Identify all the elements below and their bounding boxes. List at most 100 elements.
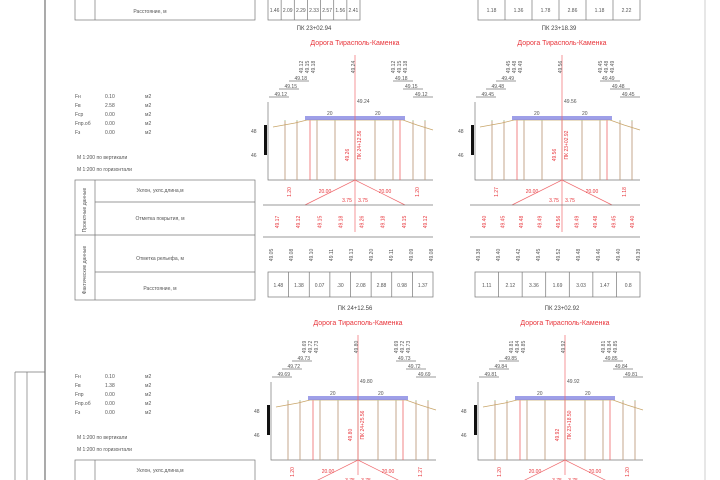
legend-symbol: Fн	[75, 94, 81, 100]
side-slope-right: 1.20	[625, 467, 631, 477]
distance-value: .30	[337, 283, 344, 289]
distance-value: 2.09	[283, 8, 293, 14]
width-left: 20.00	[322, 469, 335, 475]
legend-value: 0.10	[105, 94, 115, 100]
distance-value: 1.18	[595, 8, 605, 14]
half-width-right: 3.75	[565, 198, 575, 204]
side-slope-right: 1.27	[418, 467, 424, 477]
point-elevation-vertical: 49.15	[397, 61, 403, 74]
design-elevation: 49.49	[575, 216, 581, 229]
scale-tick-label: 48	[251, 129, 257, 135]
design-elevation: 49.18	[381, 216, 387, 229]
legend-symbol: Fср	[75, 112, 84, 118]
point-elevation-vertical: 49.56	[558, 61, 564, 74]
slope-diagram	[317, 459, 399, 480]
center-elevation-callout: 49.92	[567, 379, 580, 385]
point-elevation-vertical: 49.48	[512, 61, 518, 74]
horizontal-scale-label: М 1:200 по горизонтали	[77, 167, 132, 173]
scale-tick-label: 48	[458, 129, 464, 135]
design-elevation: 49.12	[423, 216, 429, 229]
point-elevation-vertical: 49.85	[521, 341, 527, 354]
actual-elev-row-label: Отметка рельефа, м	[136, 256, 184, 262]
actual-elevation: 49.08	[289, 249, 295, 262]
picket-label: ПК 23+18.39	[542, 26, 577, 32]
right-elevation-callout: 49.15	[405, 84, 418, 90]
side-slope-left: 1.20	[290, 467, 296, 477]
distance-value: 2.88	[377, 283, 387, 289]
section-title: Дорога Тирасполь-Каменка	[517, 40, 606, 47]
actual-elevation: 49.48	[576, 249, 582, 262]
section-title: Дорога Тирасполь-Каменка	[310, 40, 399, 47]
left-elevation-callout: 49.85	[504, 356, 517, 362]
design-elevation: 49.15	[317, 216, 323, 229]
half-width-left: 3.75	[549, 198, 559, 204]
legend-unit: м2	[145, 130, 151, 136]
half-width-right: 3.75	[568, 478, 578, 480]
actual-elevation: 49.05	[269, 249, 275, 262]
legend-symbol: Fз	[75, 130, 81, 136]
left-elevation-callout: 49.84	[494, 364, 507, 370]
picket-label: ПК 23+02.94	[297, 26, 332, 32]
right-elevation-callout: 49.81	[625, 372, 638, 378]
legend-unit: м2	[145, 392, 151, 398]
center-elevation-callout: 49.80	[360, 379, 373, 385]
table-label-box	[74, 179, 256, 301]
actual-elevation: 49.46	[596, 249, 602, 262]
legends: Fн 0.10 м2 Fв 2.58 м2 Fср 0.00 м2 Fпр.об 0.00 м2 Fз 0…	[74, 94, 256, 480]
design-elevation: 49.12	[296, 216, 302, 229]
table-label-box	[74, 459, 256, 480]
scale-bar	[471, 125, 474, 155]
top-distance-row-left: 1.46 2.09 2.29 2.33 2.57 1.56 2.41 ПК 23+02.94	[267, 0, 361, 32]
profile-frame	[474, 102, 640, 181]
distance-value: 2.33	[309, 8, 319, 14]
actual-elevation: 49.11	[329, 249, 335, 261]
left-elevation-callout: 49.69	[277, 372, 290, 378]
actual-elevation: 49.52	[556, 249, 562, 262]
distance-value: 1.36	[514, 8, 524, 14]
right-elevation-callout: 49.85	[605, 356, 618, 362]
distance-value: 1.56	[335, 8, 345, 14]
legend-symbol: Fпр.об	[75, 121, 91, 127]
point-elevation-vertical: 49.72	[400, 341, 406, 354]
right-elevation-callout: 49.72	[408, 364, 421, 370]
picket-label: ПК 24+12.56	[338, 306, 373, 312]
actual-elevation: 49.45	[536, 249, 542, 262]
width-right: 20.00	[586, 189, 599, 195]
point-elevation-vertical: 49.18	[403, 61, 409, 74]
table-labels-1: Уклон, уклс.длина,м	[74, 459, 256, 480]
point-elevation-vertical: 49.69	[394, 341, 400, 354]
slope-right: 20	[585, 391, 591, 397]
distance-value: 0.8	[625, 283, 632, 289]
actual-elevation: 49.40	[496, 249, 502, 262]
side-slope-right: 1.20	[415, 187, 421, 197]
table-labels-0: Уклон, уклс.длина,м Отметка покрытия, м От…	[74, 179, 256, 301]
left-elevation-callout: 49.72	[287, 364, 300, 370]
distance-value: 3.03	[576, 283, 586, 289]
point-elevation-vertical: 49.72	[308, 341, 314, 354]
legend-value: 0.00	[105, 410, 115, 416]
half-width-right: 3.75	[358, 198, 368, 204]
group-design-label: Проектные данные	[82, 187, 88, 232]
distance-value: 2.86	[568, 8, 578, 14]
side-slope-left: 1.27	[494, 187, 500, 197]
design-elevation: 49.40	[630, 216, 636, 229]
distance-value: 0.98	[397, 283, 407, 289]
distance-value: 2.29	[296, 8, 306, 14]
side-slope-left: 1.20	[497, 467, 503, 477]
width-right: 20.00	[589, 469, 602, 475]
actual-elevation: 49.11	[389, 249, 395, 261]
section-title: Дорога Тирасполь-Каменка	[520, 320, 609, 327]
actual-elevation: 49.40	[616, 249, 622, 262]
slope-left: 20	[330, 391, 336, 397]
right-elevation-callout: 49.48	[612, 84, 625, 90]
section-title: Дорога Тирасполь-Каменка	[313, 320, 402, 327]
design-elevation: 49.17	[275, 216, 281, 229]
vertical-scale-label: М 1:200 по вертикали	[77, 435, 127, 441]
left-elevation-callout: 49.48	[491, 84, 504, 90]
point-elevation-vertical: 49.45	[506, 61, 512, 74]
distance-row-label: Расстояние, м	[143, 286, 177, 292]
